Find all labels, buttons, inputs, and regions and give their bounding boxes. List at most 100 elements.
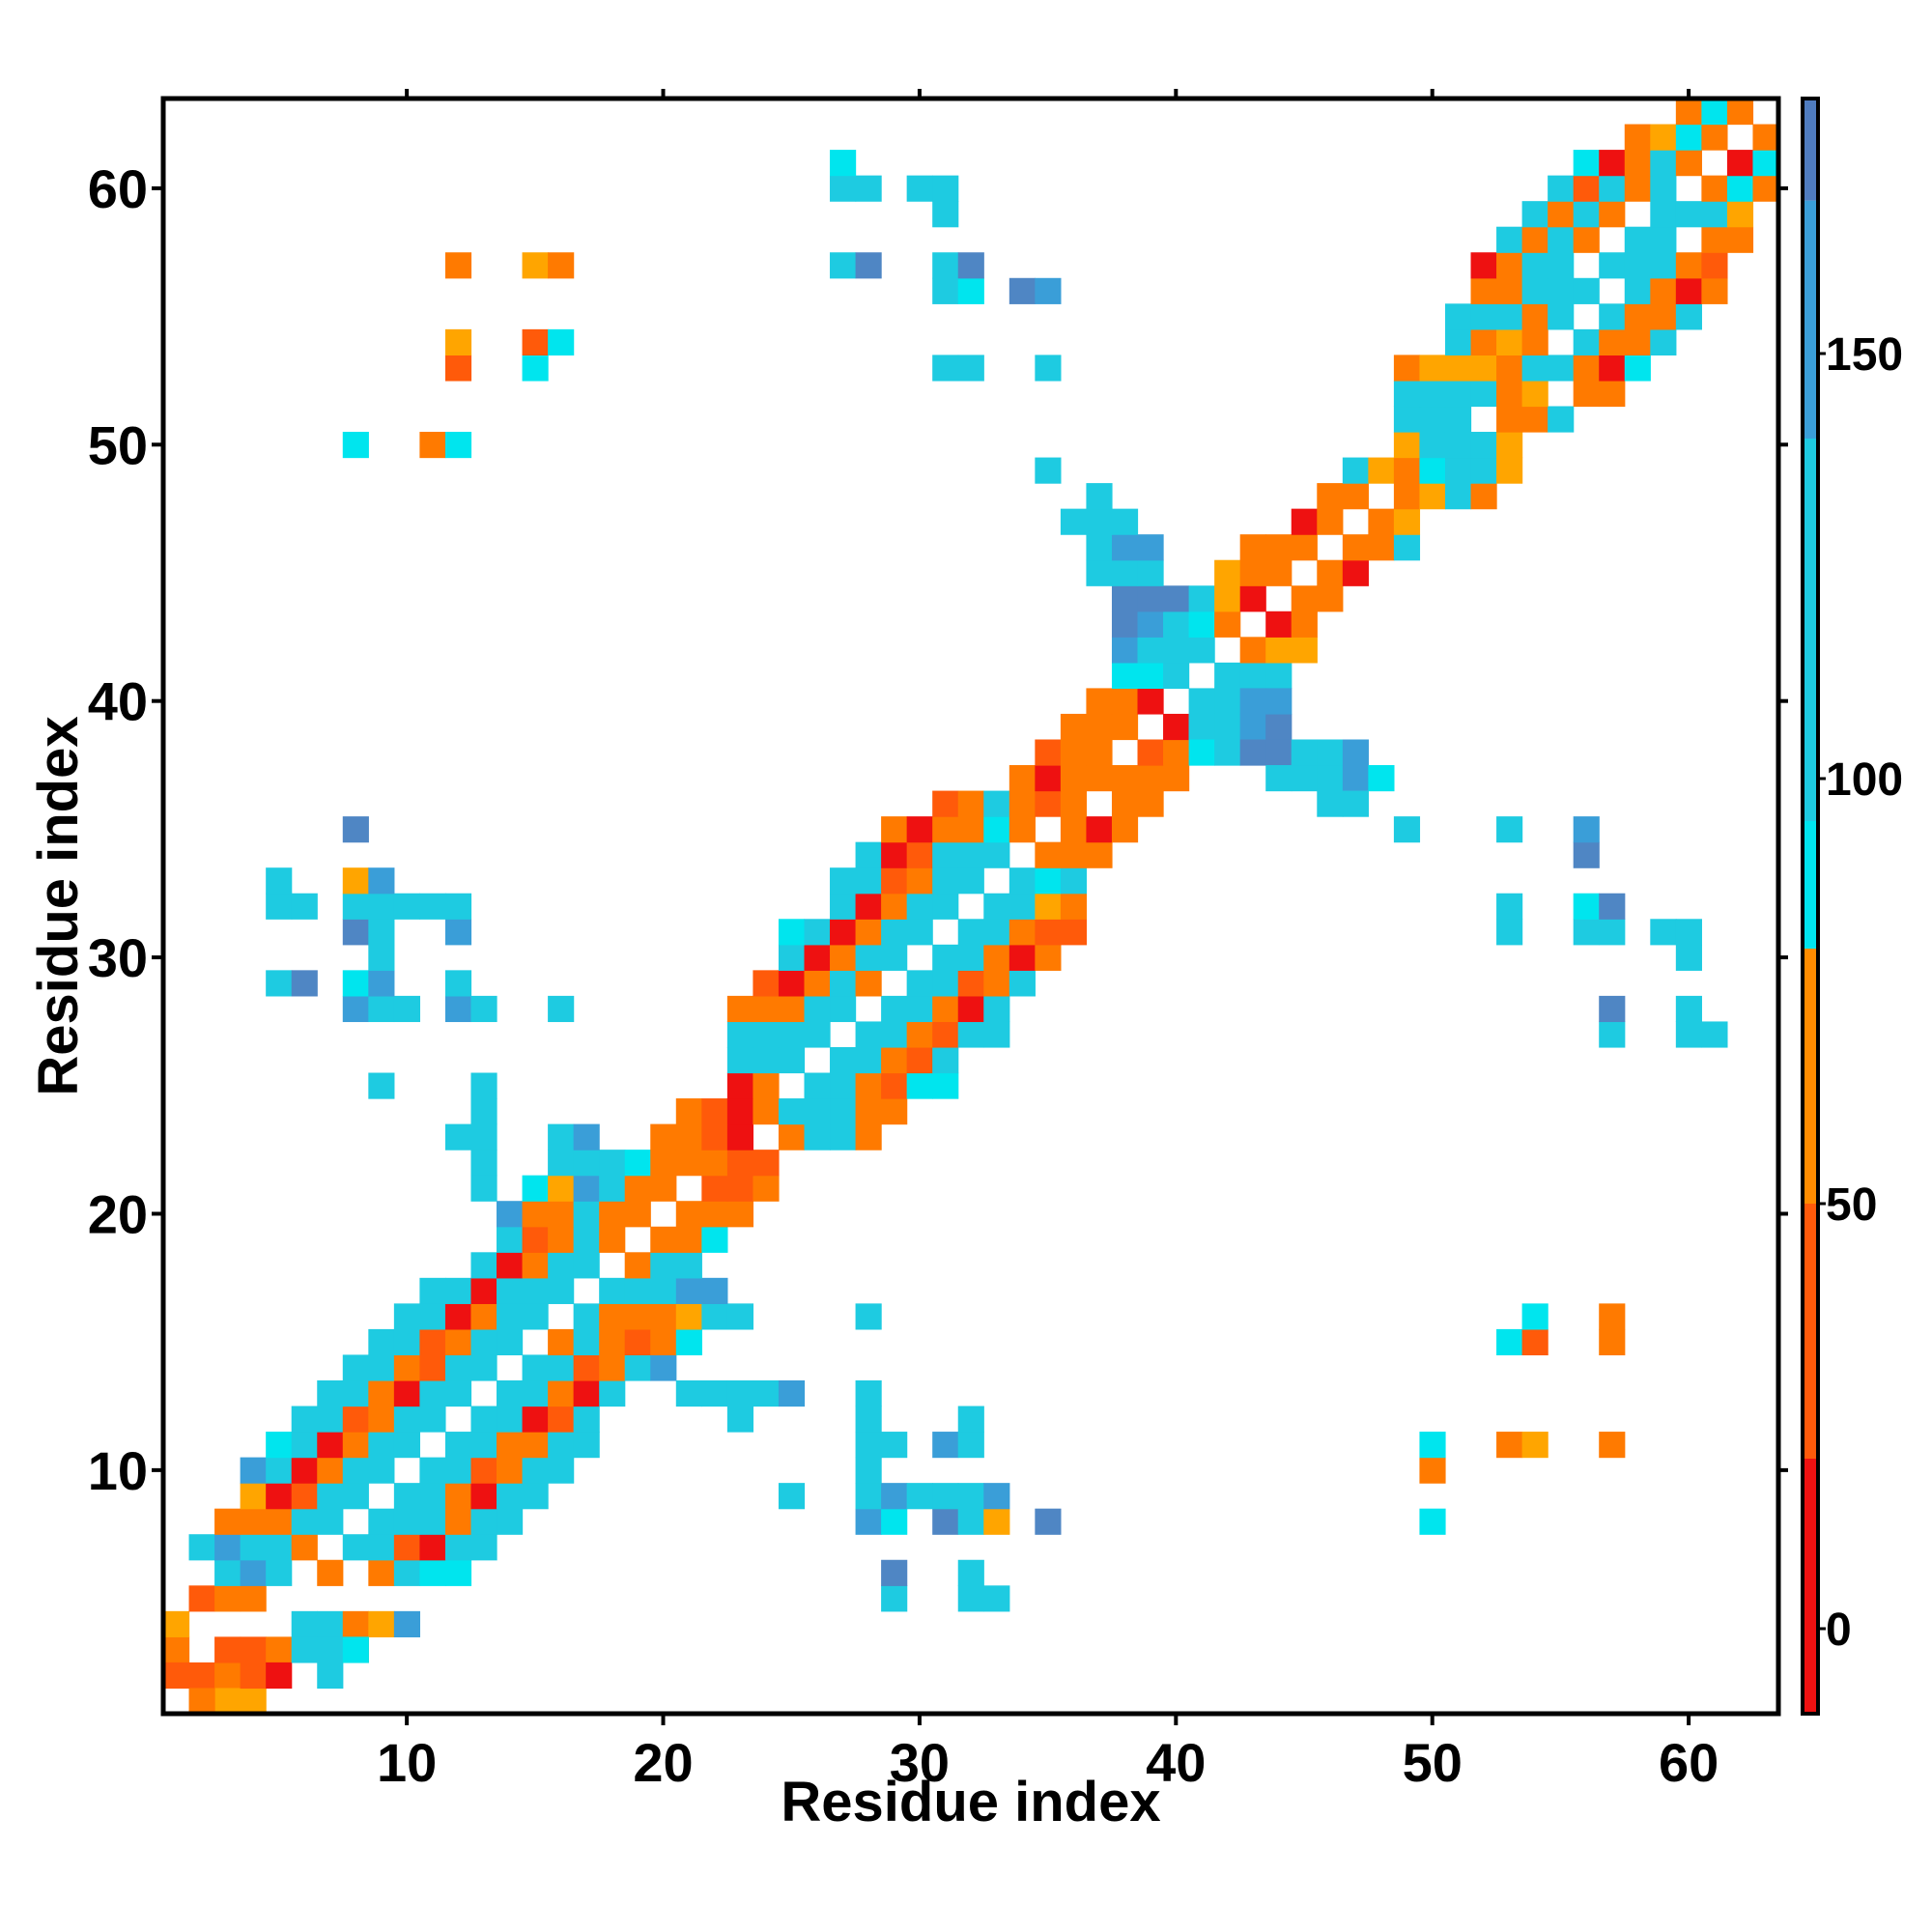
heatmap-cell [855, 1098, 882, 1125]
heatmap-cell [1624, 226, 1651, 253]
heatmap-cell [444, 355, 472, 382]
heatmap-cell [1496, 380, 1523, 408]
heatmap-cell [1701, 252, 1728, 279]
heatmap-cell [650, 1303, 677, 1330]
heatmap-cell [932, 1483, 959, 1510]
heatmap-cell [573, 1354, 600, 1381]
heatmap-cell [932, 790, 959, 817]
heatmap-cell [522, 1406, 549, 1433]
heatmap-cell [855, 1379, 882, 1407]
heatmap-cell [1726, 201, 1754, 228]
heatmap-cell [599, 1175, 626, 1202]
heatmap-cell [470, 1534, 497, 1561]
heatmap-cell [1111, 713, 1139, 741]
heatmap-cell [1342, 534, 1369, 561]
heatmap-cell [1265, 739, 1293, 766]
heatmap-cell [1599, 150, 1626, 177]
heatmap-cell [881, 1046, 908, 1074]
heatmap-cell [804, 995, 831, 1023]
heatmap-cell [855, 1457, 882, 1484]
heatmap-cell [675, 1277, 702, 1304]
heatmap-cell [1624, 355, 1651, 382]
heatmap-cell [1496, 432, 1523, 459]
heatmap-cell [548, 1123, 575, 1151]
heatmap-cell [1599, 893, 1626, 920]
heatmap-cell [188, 1585, 215, 1612]
heatmap-cell [855, 867, 882, 895]
heatmap-cell [778, 1046, 806, 1074]
heatmap-cell [1650, 303, 1677, 330]
heatmap-cell [1317, 483, 1344, 510]
y-axis-title: Residue index [27, 716, 90, 1095]
heatmap-cell [599, 1201, 626, 1228]
heatmap-cell [444, 970, 472, 997]
heatmap-cell [291, 1610, 318, 1637]
heatmap-cell [1573, 328, 1600, 355]
heatmap-cell [778, 1483, 806, 1510]
heatmap-cell [1419, 1508, 1446, 1535]
heatmap-cell [368, 1432, 395, 1459]
heatmap-cell [1137, 559, 1164, 586]
heatmap-cell [1035, 277, 1062, 304]
heatmap-cell [368, 1406, 395, 1433]
heatmap-cell [548, 1150, 575, 1177]
heatmap-cell [266, 893, 293, 920]
heatmap-cell [778, 1123, 806, 1151]
heatmap-cell [1060, 841, 1088, 868]
heatmap-cell [957, 1559, 984, 1586]
heatmap-cell [291, 1508, 318, 1535]
heatmap-cell [1650, 150, 1677, 177]
y-tick-label: 10 [88, 1440, 148, 1501]
heatmap-cell [881, 1483, 908, 1510]
heatmap-cell [470, 1252, 497, 1279]
heatmap-cell [573, 1123, 600, 1151]
heatmap-cells [163, 99, 1779, 1715]
heatmap-cell [1599, 1303, 1626, 1330]
heatmap-cell [1214, 713, 1241, 741]
heatmap-cell [932, 970, 959, 997]
heatmap-cell [1291, 534, 1318, 561]
heatmap-cell [1214, 585, 1241, 612]
heatmap-cell [444, 1534, 472, 1561]
heatmap-cell [804, 1021, 831, 1048]
heatmap-cell [1035, 790, 1062, 817]
heatmap-cell [393, 1328, 420, 1356]
heatmap-cell [522, 1432, 549, 1459]
heatmap-cell [855, 944, 882, 971]
plot-frame [160, 96, 1781, 1717]
heatmap-cell [291, 893, 318, 920]
heatmap-cell [881, 816, 908, 843]
heatmap-cell [1214, 662, 1241, 690]
heatmap-cell [1726, 226, 1754, 253]
heatmap-cell [522, 1354, 549, 1381]
heatmap-cell [753, 1072, 780, 1099]
heatmap-cell [830, 970, 857, 997]
heatmap-cell [1393, 534, 1421, 561]
heatmap-cell [368, 1328, 395, 1356]
heatmap-cell [983, 841, 1010, 868]
heatmap-cell [1111, 559, 1139, 586]
heatmap-cell [522, 1457, 549, 1484]
heatmap-cell [1239, 534, 1266, 561]
heatmap-cell [1650, 919, 1677, 946]
heatmap-cell [881, 1585, 908, 1612]
heatmap-cell [1291, 765, 1318, 792]
heatmap-cell [701, 1098, 728, 1125]
heatmap-cell [726, 1046, 754, 1074]
heatmap-cell [240, 1585, 267, 1612]
heatmap-cell [1035, 944, 1062, 971]
heatmap-cell [1086, 713, 1113, 741]
heatmap-cell [701, 1277, 728, 1304]
heatmap-cell [393, 1303, 420, 1330]
heatmap-cell [675, 1303, 702, 1330]
heatmap-cell [1752, 124, 1779, 151]
heatmap-cell [1521, 226, 1548, 253]
colorbar-tick-label: 50 [1826, 1179, 1877, 1231]
heatmap-cell [266, 1508, 293, 1535]
heatmap-cell [1393, 483, 1421, 510]
heatmap-cell [317, 1610, 344, 1637]
heatmap-cell [1470, 252, 1497, 279]
heatmap-cell [624, 1328, 651, 1356]
heatmap-cell [650, 1277, 677, 1304]
